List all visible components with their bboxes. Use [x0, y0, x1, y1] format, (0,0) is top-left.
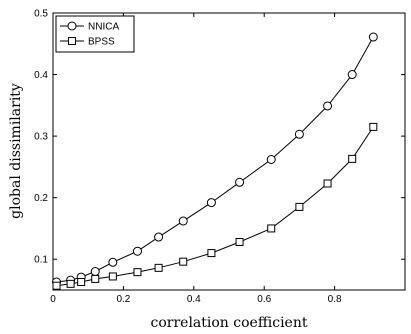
data-point-nnica — [108, 257, 118, 267]
plot-area — [52, 12, 406, 291]
ticks-layer: 0 0.2 0.4 0.6 0.8 0.1 0.2 0.3 0.4 0.5 — [34, 9, 405, 305]
data-point-bpss — [66, 279, 75, 288]
y-tick-label: 0.5 — [34, 9, 48, 20]
x-tick-label: 0.4 — [187, 294, 201, 305]
data-point-bpss — [77, 277, 86, 286]
data-point-nnica — [235, 177, 245, 187]
y-axis-title: global dissimilarity — [8, 83, 24, 219]
y-tick-label: 0.4 — [34, 70, 48, 81]
y-tick-label: 0.1 — [34, 255, 48, 266]
series-layer — [52, 32, 378, 290]
data-point-bpss — [267, 224, 276, 233]
data-point-bpss — [108, 272, 117, 281]
data-point-nnica — [347, 70, 357, 80]
data-point-bpss — [207, 249, 216, 258]
x-axis-title: correlation coefficient — [151, 315, 308, 331]
data-point-bpss — [52, 281, 61, 290]
data-point-bpss — [235, 237, 244, 246]
data-point-nnica — [90, 267, 100, 277]
data-point-nnica — [323, 101, 333, 111]
data-point-bpss — [179, 257, 188, 266]
legend-items: NNICA BPSS — [60, 21, 119, 48]
data-point-bpss — [348, 154, 357, 163]
legend-label-bpss: BPSS — [88, 37, 115, 48]
legend-marker-bpss — [68, 37, 76, 45]
data-point-nnica — [132, 246, 142, 256]
data-point-nnica — [178, 216, 188, 226]
data-point-nnica — [154, 232, 164, 242]
y-tick-label: 0.2 — [34, 193, 48, 204]
data-point-nnica — [368, 32, 378, 42]
data-point-bpss — [323, 179, 332, 188]
data-point-bpss — [154, 263, 163, 272]
x-tick-label: 0.8 — [328, 294, 342, 305]
x-tick-label: 0.6 — [257, 294, 271, 305]
data-point-nnica — [294, 129, 304, 139]
data-point-nnica — [206, 198, 216, 208]
x-tick-label: 0.2 — [116, 294, 130, 305]
data-point-bpss — [133, 268, 142, 277]
legend-marker-nnica — [67, 21, 77, 31]
data-point-bpss — [369, 122, 378, 131]
y-tick-label: 0.3 — [34, 132, 48, 143]
legend-label-nnica: NNICA — [88, 22, 119, 33]
data-point-nnica — [266, 155, 276, 165]
x-tick-label: 0 — [50, 294, 56, 305]
legend: NNICA BPSS — [55, 15, 135, 53]
legend-box — [55, 15, 135, 53]
data-point-bpss — [91, 274, 100, 283]
data-point-bpss — [295, 202, 304, 211]
